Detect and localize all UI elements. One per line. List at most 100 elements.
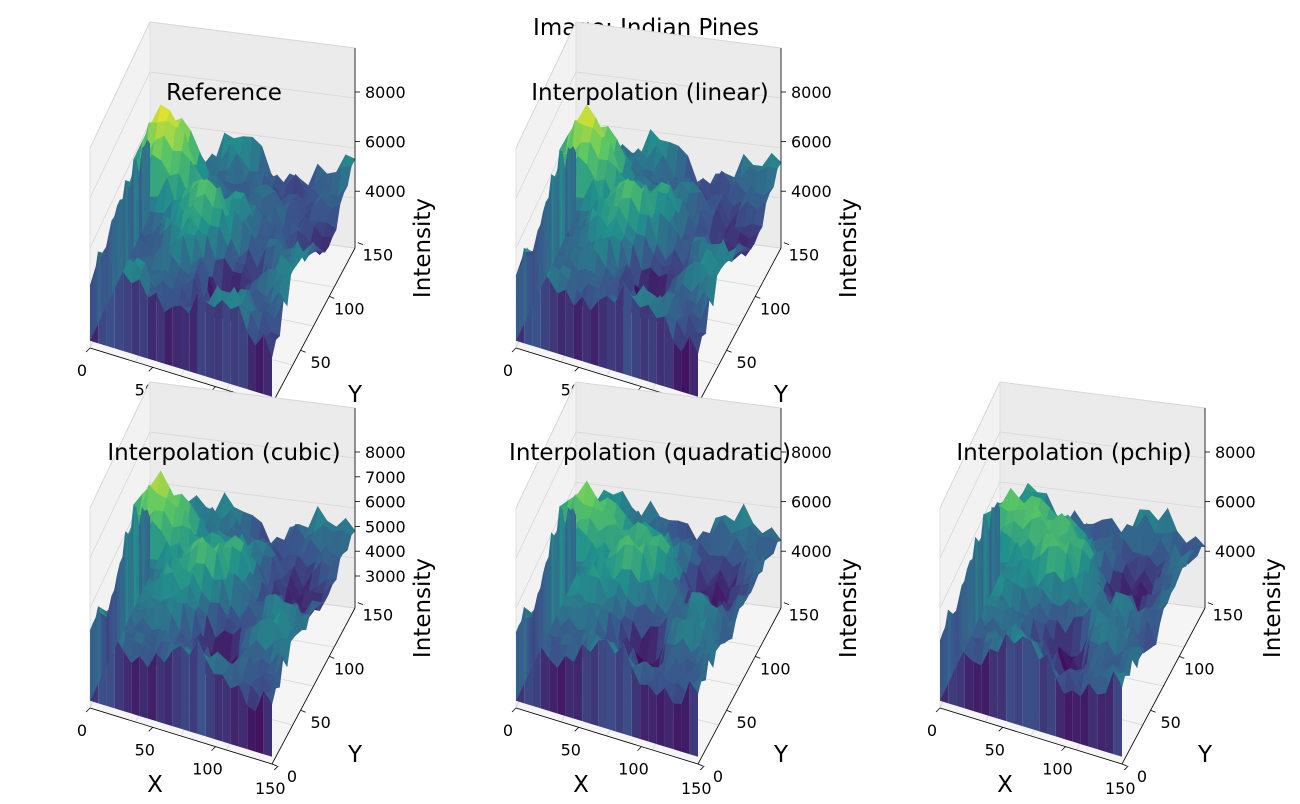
subplot-4: 050100150050100150400060008000XYIntensit… [927,382,1286,798]
skirt-patch [673,703,681,751]
skirt-patch [1023,636,1031,728]
skirt-patch [607,296,615,372]
skirt-patch [954,611,957,672]
skirt-patch [112,590,115,655]
skirt-patch [524,607,527,683]
skirt-patch [524,249,527,324]
y-tick-label: 100 [334,659,365,678]
x-tick-mark [212,747,216,751]
skirt-patch [551,533,554,626]
x-tick-label: 150 [1105,779,1136,798]
skirt-patch [657,317,665,387]
y-tick-label: 100 [334,299,365,318]
skirt-patch [948,610,951,683]
skirt-patch [962,581,965,655]
x-tick-mark [512,708,516,712]
x-tick-mark [512,348,516,352]
y-tick-mark [1208,603,1213,605]
skirt-patch [519,264,522,335]
skirt-patch [965,654,973,711]
skirt-patch [173,305,181,368]
skirt-patch [557,290,565,356]
subplot-title: Interpolation (quadratic) [509,440,791,466]
z-tick-label: 4000 [365,542,406,561]
skirt-patch [527,617,530,678]
subplot-title: Interpolation (pchip) [956,440,1191,466]
skirt-patch [624,283,632,377]
skirt-patch [148,293,156,361]
skirt-patch [131,656,139,716]
skirt-patch [566,656,574,719]
z-tick-label: 6000 [791,133,832,152]
subplot-title: Reference [166,80,282,106]
skirt-patch [231,685,239,746]
z-axis-label: Intensity [836,558,862,658]
skirt-patch [546,198,549,278]
y-axis-label: Y [1197,742,1213,768]
z-tick-label: 6000 [1215,493,1256,512]
x-tick-mark [700,766,704,770]
x-tick-mark [149,367,153,371]
z-tick-label: 8000 [791,443,832,462]
y-tick-label: 150 [1213,606,1244,625]
x-tick-mark [86,708,90,712]
y-tick-mark [329,296,334,298]
subplot-1: 050100150050100150400060008000XYIntensit… [503,22,862,438]
skirt-patch [574,297,582,362]
y-tick-label: 50 [310,353,330,372]
skirt-patch [128,531,131,621]
x-tick-mark [1062,747,1066,751]
z-tick-label: 5000 [365,517,406,536]
skirt-patch [582,644,590,724]
x-tick-label: 0 [77,361,87,380]
skirt-patch [527,256,530,318]
x-tick-label: 150 [681,779,712,798]
skirt-patch [992,508,995,592]
x-tick-mark [936,708,940,712]
x-tick-mark [575,367,579,371]
skirt-patch [516,626,519,701]
y-tick-label: 150 [789,606,820,625]
skirt-patch [101,251,104,318]
skirt-patch [632,297,640,379]
skirt-patch [90,278,93,341]
z-tick-label: 6000 [365,133,406,152]
skirt-patch [607,639,615,731]
y-tick-label: 50 [736,353,756,372]
skirt-patch [1097,693,1105,751]
skirt-patch [990,649,998,719]
skirt-patch [134,505,137,609]
subplot-title: Interpolation (linear) [531,80,769,106]
x-tick-label: 100 [618,760,649,779]
y-tick-mark [1151,710,1156,712]
skirt-patch [1006,633,1014,723]
skirt-patch [123,272,131,354]
y-tick-mark [784,603,789,605]
skirt-patch [590,641,598,727]
skirt-patch [117,563,120,643]
skirt-patch [222,300,230,384]
z-tick-label: 4000 [791,182,832,201]
skirt-patch [568,147,571,232]
skirt-patch [615,644,623,734]
x-tick-mark [274,766,278,770]
skirt-patch [959,586,962,661]
y-tick-mark [301,350,306,352]
skirt-patch [156,653,164,724]
y-tick-label: 100 [760,659,791,678]
skirt-patch [134,159,137,249]
skirt-patch [640,305,648,382]
skirt-patch [984,515,987,609]
y-tick-label: 100 [760,299,791,318]
skirt-patch [206,302,214,379]
z-tick-label: 4000 [1215,542,1256,561]
skirt-patch [104,247,107,312]
x-tick-mark [575,727,579,731]
y-tick-label: 50 [310,713,330,732]
y-tick-label: 50 [736,713,756,732]
skirt-patch [214,300,222,382]
skirt-patch [112,217,115,295]
y-tick-label: 150 [789,246,820,265]
skirt-patch [551,175,554,266]
